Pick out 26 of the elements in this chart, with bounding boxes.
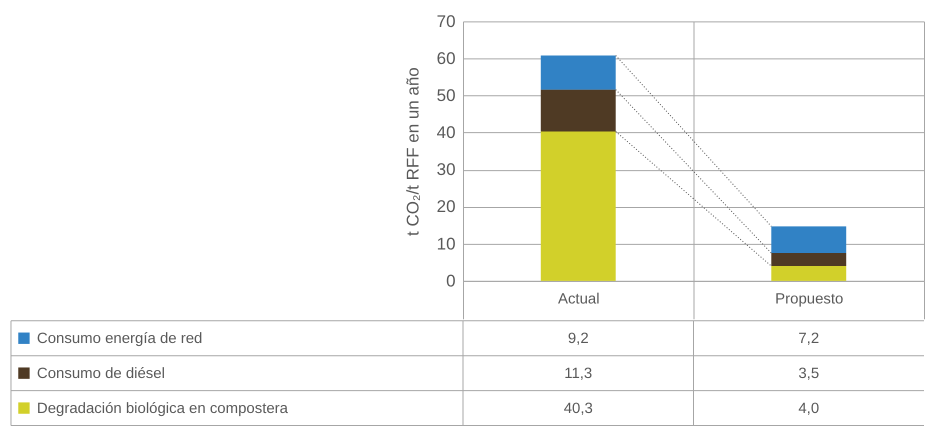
y-axis-title: t CO₂/t RFF en un año [404,67,423,236]
legend-label: Consumo de diésel [36,365,165,382]
y-tick-label: 0 [446,271,456,290]
data-label: 9,2 [568,330,589,348]
bar [771,266,846,281]
y-tick-label: 70 [436,12,456,31]
y-tick-label: 40 [436,123,456,142]
bar [771,226,846,254]
data-label: 4,0 [798,400,820,418]
bar [771,253,846,266]
y-tick-label: 20 [436,197,456,216]
y-tick-label: 50 [436,86,456,106]
legend-label: Degradación biológica en compostera [36,400,289,418]
y-tick-label: 30 [436,160,456,180]
data-label: 7,2 [798,330,820,348]
data-label: 11,3 [564,365,592,382]
data-label: 3,5 [798,365,820,382]
bar [540,90,616,132]
y-tick-label: 10 [436,234,456,254]
bar [540,131,616,281]
x-tick-label: Propuesto [775,290,844,308]
y-tick-label: 60 [436,48,456,68]
data-label: 40,3 [564,400,593,418]
x-tick-label: Actual [558,290,600,308]
legend-label: Consumo energía de red [36,330,202,348]
bar [540,56,616,90]
